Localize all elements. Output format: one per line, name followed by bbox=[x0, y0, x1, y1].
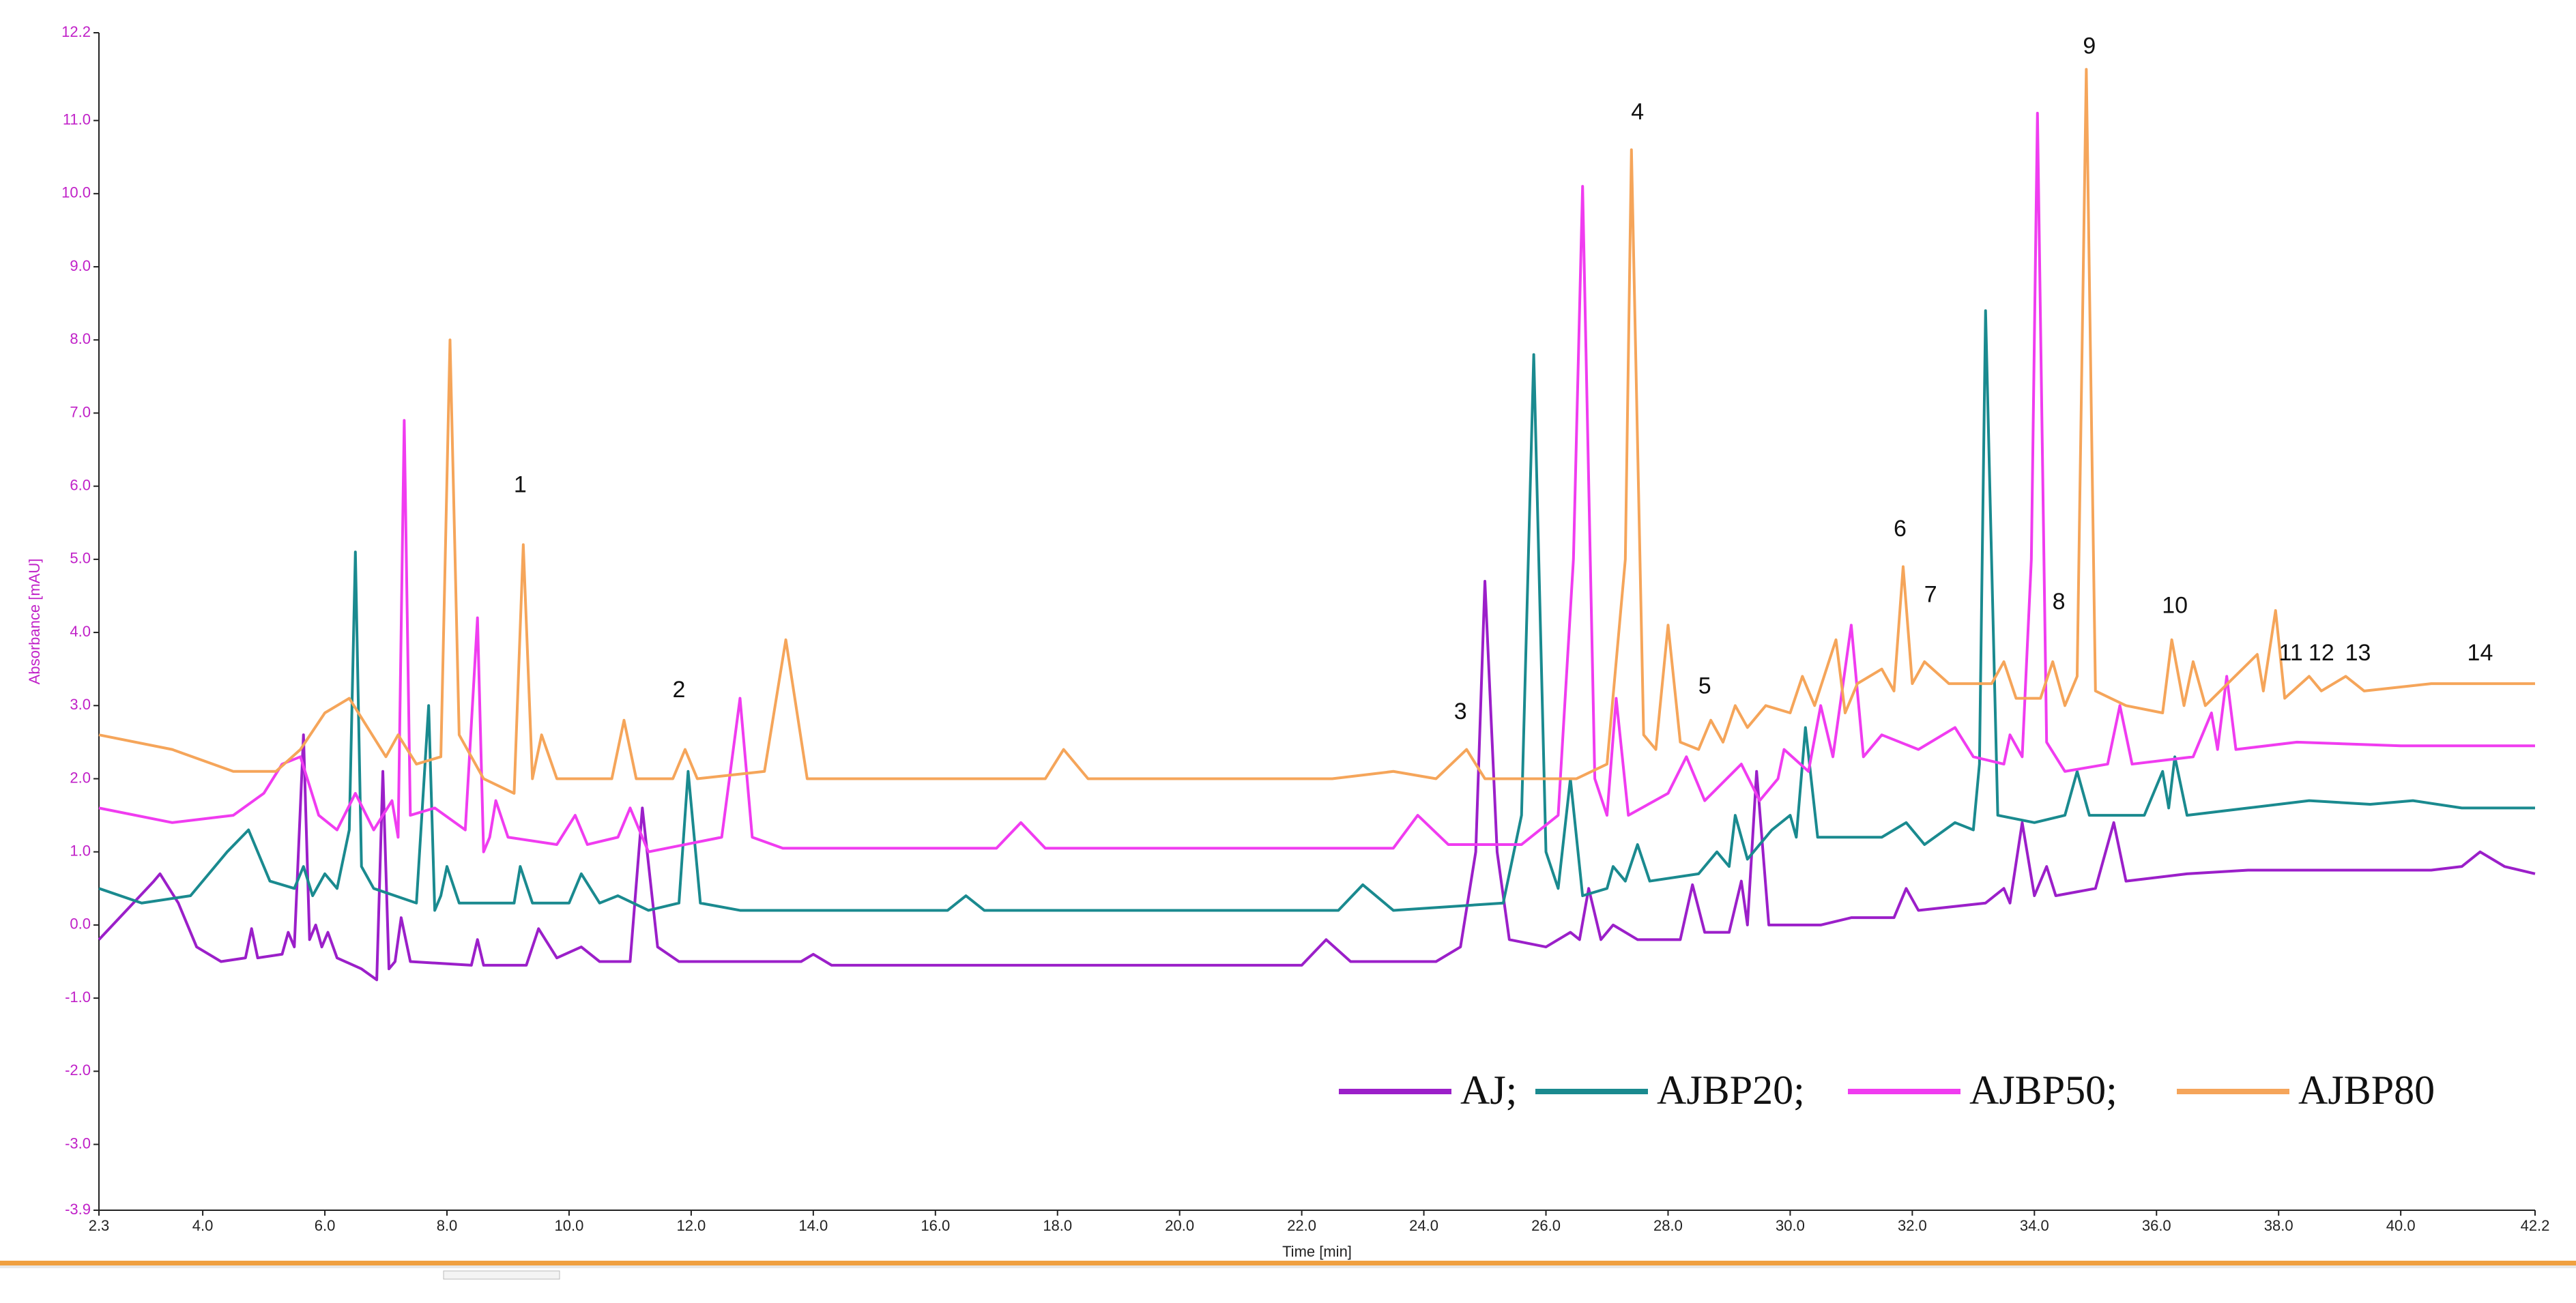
y-tick-label: 12.2 bbox=[61, 23, 91, 40]
peak-label: 13 bbox=[2345, 640, 2371, 666]
legend-label: AJBP50; bbox=[1969, 1068, 2117, 1113]
legend-label: AJBP80 bbox=[2298, 1068, 2435, 1113]
x-axis-label: Time [min] bbox=[1282, 1243, 1352, 1260]
legend-label: AJBP20; bbox=[1657, 1068, 1805, 1113]
peak-label: 9 bbox=[2083, 33, 2096, 59]
x-tick-label: 6.0 bbox=[315, 1217, 336, 1234]
y-tick-label: 8.0 bbox=[70, 330, 91, 347]
peak-label: 11 bbox=[2278, 640, 2302, 666]
scroll-track bbox=[0, 1265, 2576, 1268]
y-tick-label: 3.0 bbox=[70, 696, 91, 713]
x-tick-label: 20.0 bbox=[1165, 1217, 1194, 1234]
x-tick-label: 16.0 bbox=[921, 1217, 950, 1234]
peak-label: 14 bbox=[2468, 640, 2493, 666]
y-tick-label: 5.0 bbox=[70, 550, 91, 567]
y-tick-label: -3.9 bbox=[65, 1201, 91, 1218]
y-tick-label: 6.0 bbox=[70, 476, 91, 493]
y-tick-label: 11.0 bbox=[63, 111, 91, 128]
peak-label: 5 bbox=[1698, 673, 1711, 699]
y-tick-label: -3.0 bbox=[65, 1134, 91, 1152]
peak-label: 12 bbox=[2309, 640, 2334, 666]
x-tick-label: 32.0 bbox=[1898, 1217, 1927, 1234]
x-tick-label: 28.0 bbox=[1653, 1217, 1683, 1234]
x-tick-label: 36.0 bbox=[2142, 1217, 2171, 1234]
x-tick-label: 2.3 bbox=[89, 1217, 110, 1234]
y-tick-label: 7.0 bbox=[70, 403, 91, 420]
x-tick-label: 10.0 bbox=[555, 1217, 584, 1234]
peak-label: 1 bbox=[514, 472, 527, 498]
x-tick-label: 18.0 bbox=[1043, 1217, 1072, 1234]
x-tick-label: 14.0 bbox=[798, 1217, 828, 1234]
peak-label: 2 bbox=[673, 677, 686, 703]
x-tick-label: 26.0 bbox=[1531, 1217, 1561, 1234]
y-tick-label: 10.0 bbox=[61, 184, 91, 201]
series-line bbox=[98, 111, 2535, 853]
peak-label: 10 bbox=[2162, 593, 2188, 619]
legend-label: AJ; bbox=[1460, 1068, 1517, 1113]
scroll-thumb[interactable] bbox=[443, 1270, 560, 1280]
y-axis-label: Absorbance [mAU] bbox=[26, 559, 43, 685]
y-tick-label: 9.0 bbox=[70, 257, 91, 274]
y-tick-label: 1.0 bbox=[70, 843, 91, 860]
series-line bbox=[98, 68, 2535, 795]
x-tick-label: 12.0 bbox=[676, 1217, 706, 1234]
y-tick-label: 2.0 bbox=[70, 769, 91, 786]
x-tick-label: 4.0 bbox=[192, 1217, 214, 1234]
x-tick-label: 8.0 bbox=[437, 1217, 458, 1234]
scroll-bar bbox=[0, 1261, 2576, 1265]
peak-label: 4 bbox=[1631, 99, 1644, 125]
x-tick-label: 34.0 bbox=[2020, 1217, 2049, 1234]
peak-label: 3 bbox=[1454, 699, 1467, 724]
x-tick-label: 40.0 bbox=[2386, 1217, 2416, 1234]
peak-label: 7 bbox=[1924, 581, 1937, 607]
series-line bbox=[98, 580, 2536, 982]
y-tick-label: -2.0 bbox=[65, 1062, 91, 1079]
y-tick-label: 4.0 bbox=[70, 623, 91, 640]
series-line bbox=[98, 309, 2535, 912]
peak-label: 8 bbox=[2053, 589, 2066, 615]
y-tick-label: 0.0 bbox=[70, 916, 91, 933]
x-tick-label: 38.0 bbox=[2264, 1217, 2293, 1234]
peak-label: 6 bbox=[1894, 516, 1907, 542]
y-tick-label: -1.0 bbox=[65, 989, 91, 1006]
x-tick-label: 24.0 bbox=[1409, 1217, 1438, 1234]
x-tick-label: 30.0 bbox=[1776, 1217, 1805, 1234]
x-tick-label: 22.0 bbox=[1287, 1217, 1316, 1234]
x-tick-label: 42.2 bbox=[2521, 1217, 2550, 1234]
